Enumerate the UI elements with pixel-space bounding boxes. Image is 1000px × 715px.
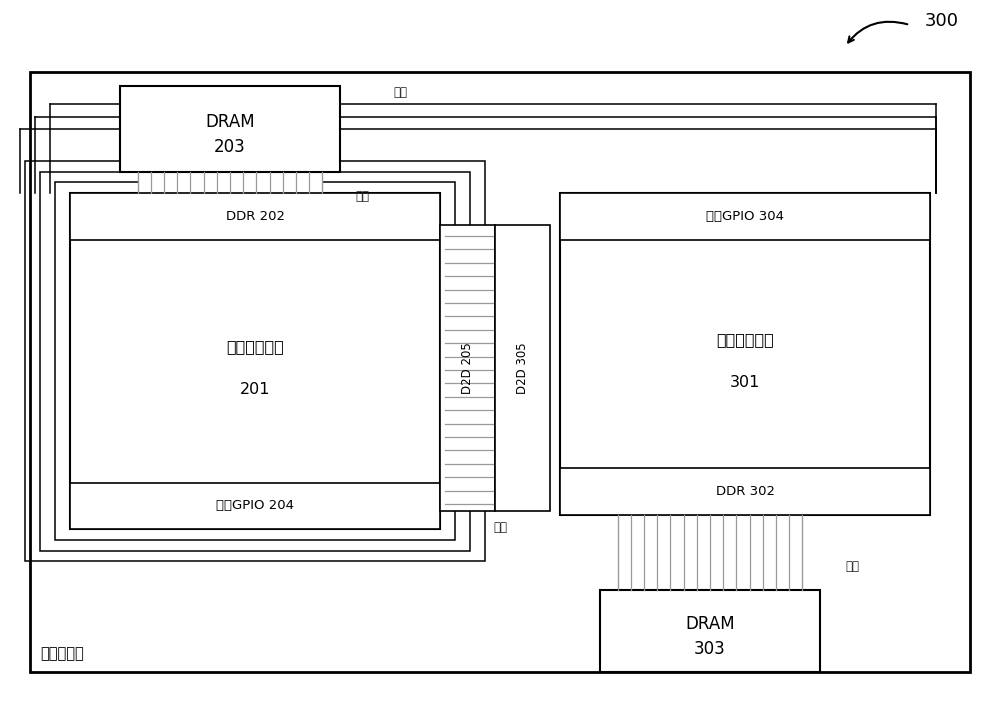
Bar — [40, 172, 470, 551]
Text: 300: 300 — [925, 12, 959, 31]
Text: 印刷电路板: 印刷电路板 — [40, 646, 84, 661]
Text: 第一GPIO 204: 第一GPIO 204 — [216, 499, 294, 513]
Bar — [560, 193, 930, 515]
Bar — [618, 515, 802, 590]
Text: DRAM: DRAM — [205, 112, 255, 131]
Bar — [70, 193, 440, 240]
Text: DRAM: DRAM — [685, 615, 735, 633]
Bar — [70, 483, 440, 529]
Bar — [120, 86, 340, 172]
Bar — [445, 236, 540, 504]
Text: 走线: 走线 — [393, 86, 407, 99]
Bar — [560, 193, 930, 240]
Bar — [55, 182, 455, 540]
Bar — [25, 161, 485, 561]
Bar — [495, 225, 550, 511]
Bar — [440, 225, 495, 511]
Bar — [600, 590, 820, 672]
Text: 片上系统芯片: 片上系统芯片 — [226, 340, 284, 354]
Text: DDR 202: DDR 202 — [226, 209, 285, 223]
Text: 走线: 走线 — [493, 521, 507, 533]
Text: 片上系统芯片: 片上系统芯片 — [716, 332, 774, 347]
Text: 走线: 走线 — [845, 560, 859, 573]
Text: 走线: 走线 — [355, 190, 369, 203]
Bar — [70, 193, 440, 529]
Text: DDR 302: DDR 302 — [716, 485, 775, 498]
Text: 301: 301 — [730, 375, 760, 390]
Text: 203: 203 — [214, 137, 246, 156]
Text: 第二GPIO 304: 第二GPIO 304 — [706, 209, 784, 223]
Text: D2D 205: D2D 205 — [461, 342, 474, 394]
Text: D2D 305: D2D 305 — [516, 342, 529, 394]
Text: 303: 303 — [694, 640, 726, 658]
Bar — [138, 172, 322, 193]
Bar — [560, 468, 930, 515]
Bar — [30, 72, 970, 672]
Text: 201: 201 — [240, 383, 270, 397]
